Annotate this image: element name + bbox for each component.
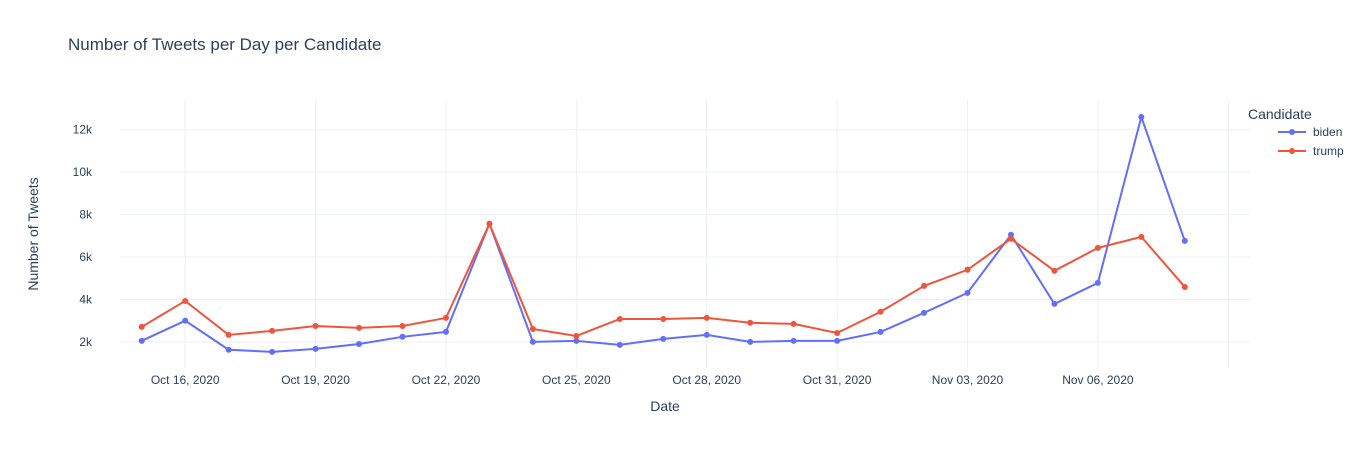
data-point-biden: [182, 317, 189, 324]
data-point-trump: [399, 322, 406, 329]
gridlines: [120, 100, 1250, 368]
data-point-trump: [486, 220, 493, 227]
y-tick-label: 2k: [79, 335, 93, 349]
legend-marker-biden: [1289, 129, 1295, 135]
data-point-biden: [225, 346, 232, 353]
y-tick-label: 4k: [79, 292, 93, 306]
data-point-trump: [747, 319, 754, 326]
data-point-trump: [877, 308, 884, 315]
data-point-biden: [703, 331, 710, 338]
data-point-trump: [269, 327, 276, 334]
data-point-biden: [138, 337, 145, 344]
legend-label-trump: trump: [1313, 144, 1344, 158]
data-point-biden: [573, 337, 580, 344]
x-tick-label: Nov 03, 2020: [932, 373, 1004, 387]
data-point-biden: [790, 337, 797, 344]
data-point-trump: [660, 315, 667, 322]
y-tick-label: 10k: [73, 165, 93, 179]
y-axis-label: Number of Tweets: [25, 177, 41, 290]
y-axis-ticks: 2k 4k 6k 8k 10k 12k: [73, 123, 93, 349]
data-point-trump: [1181, 283, 1188, 290]
x-tick-label: Oct 22, 2020: [412, 373, 481, 387]
data-point-biden: [529, 338, 536, 345]
data-point-biden: [399, 333, 406, 340]
data-point-trump: [356, 324, 363, 331]
legend-title: Candidate: [1248, 106, 1312, 122]
data-point-trump: [1051, 267, 1058, 274]
data-point-biden: [1051, 300, 1058, 307]
data-point-trump: [138, 323, 145, 330]
data-point-biden: [747, 338, 754, 345]
data-point-biden: [660, 335, 667, 342]
series-trump: [138, 220, 1188, 339]
data-point-biden: [269, 348, 276, 355]
legend: Candidate biden trump: [1248, 106, 1344, 158]
data-point-trump: [703, 314, 710, 321]
data-point-trump: [182, 297, 189, 304]
series-group: [138, 113, 1188, 355]
data-point-biden: [834, 337, 841, 344]
data-point-trump: [1138, 233, 1145, 240]
data-point-biden: [356, 341, 363, 348]
data-point-trump: [1007, 235, 1014, 242]
data-point-trump: [1094, 244, 1101, 251]
data-point-trump: [790, 320, 797, 327]
data-point-biden: [877, 328, 884, 335]
data-point-biden: [442, 328, 449, 335]
x-tick-label: Oct 28, 2020: [672, 373, 741, 387]
x-axis-ticks: Oct 16, 2020 Oct 19, 2020 Oct 22, 2020 Oct …: [151, 373, 1134, 387]
data-point-trump: [964, 266, 971, 273]
chart-title: Number of Tweets per Day per Candidate: [68, 35, 381, 54]
y-tick-label: 6k: [79, 250, 93, 264]
y-tick-label: 8k: [79, 208, 93, 222]
data-point-trump: [529, 325, 536, 332]
data-point-trump: [225, 331, 232, 338]
x-tick-label: Oct 16, 2020: [151, 373, 220, 387]
data-point-trump: [921, 282, 928, 289]
legend-marker-trump: [1289, 148, 1295, 154]
data-point-biden: [1181, 237, 1188, 244]
x-tick-label: Oct 31, 2020: [803, 373, 872, 387]
data-point-trump: [312, 322, 319, 329]
data-point-trump: [442, 314, 449, 321]
data-point-biden: [312, 345, 319, 352]
x-tick-label: Oct 25, 2020: [542, 373, 611, 387]
x-tick-label: Oct 19, 2020: [281, 373, 350, 387]
x-tick-label: Nov 06, 2020: [1062, 373, 1134, 387]
data-point-trump: [834, 329, 841, 336]
legend-label-biden: biden: [1313, 125, 1342, 139]
data-point-biden: [1138, 113, 1145, 120]
data-point-biden: [921, 309, 928, 316]
data-point-biden: [1094, 279, 1101, 286]
y-tick-label: 12k: [73, 123, 93, 137]
x-axis-label: Date: [650, 398, 680, 414]
data-point-biden: [616, 341, 623, 348]
data-point-biden: [964, 289, 971, 296]
data-point-trump: [616, 315, 623, 322]
data-point-trump: [573, 332, 580, 339]
